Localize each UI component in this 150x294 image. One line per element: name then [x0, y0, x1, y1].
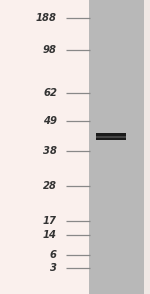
FancyBboxPatch shape [96, 136, 126, 138]
Text: 14: 14 [43, 230, 57, 240]
FancyBboxPatch shape [144, 0, 150, 294]
Text: 188: 188 [36, 13, 57, 23]
FancyBboxPatch shape [96, 133, 126, 140]
Text: 62: 62 [43, 88, 57, 98]
Text: 49: 49 [43, 116, 57, 126]
Text: 17: 17 [43, 216, 57, 226]
Text: 6: 6 [50, 250, 57, 260]
Text: 38: 38 [43, 146, 57, 156]
Text: 28: 28 [43, 181, 57, 191]
FancyBboxPatch shape [0, 0, 89, 294]
Text: 98: 98 [43, 45, 57, 55]
Text: 3: 3 [50, 263, 57, 273]
FancyBboxPatch shape [89, 0, 144, 294]
